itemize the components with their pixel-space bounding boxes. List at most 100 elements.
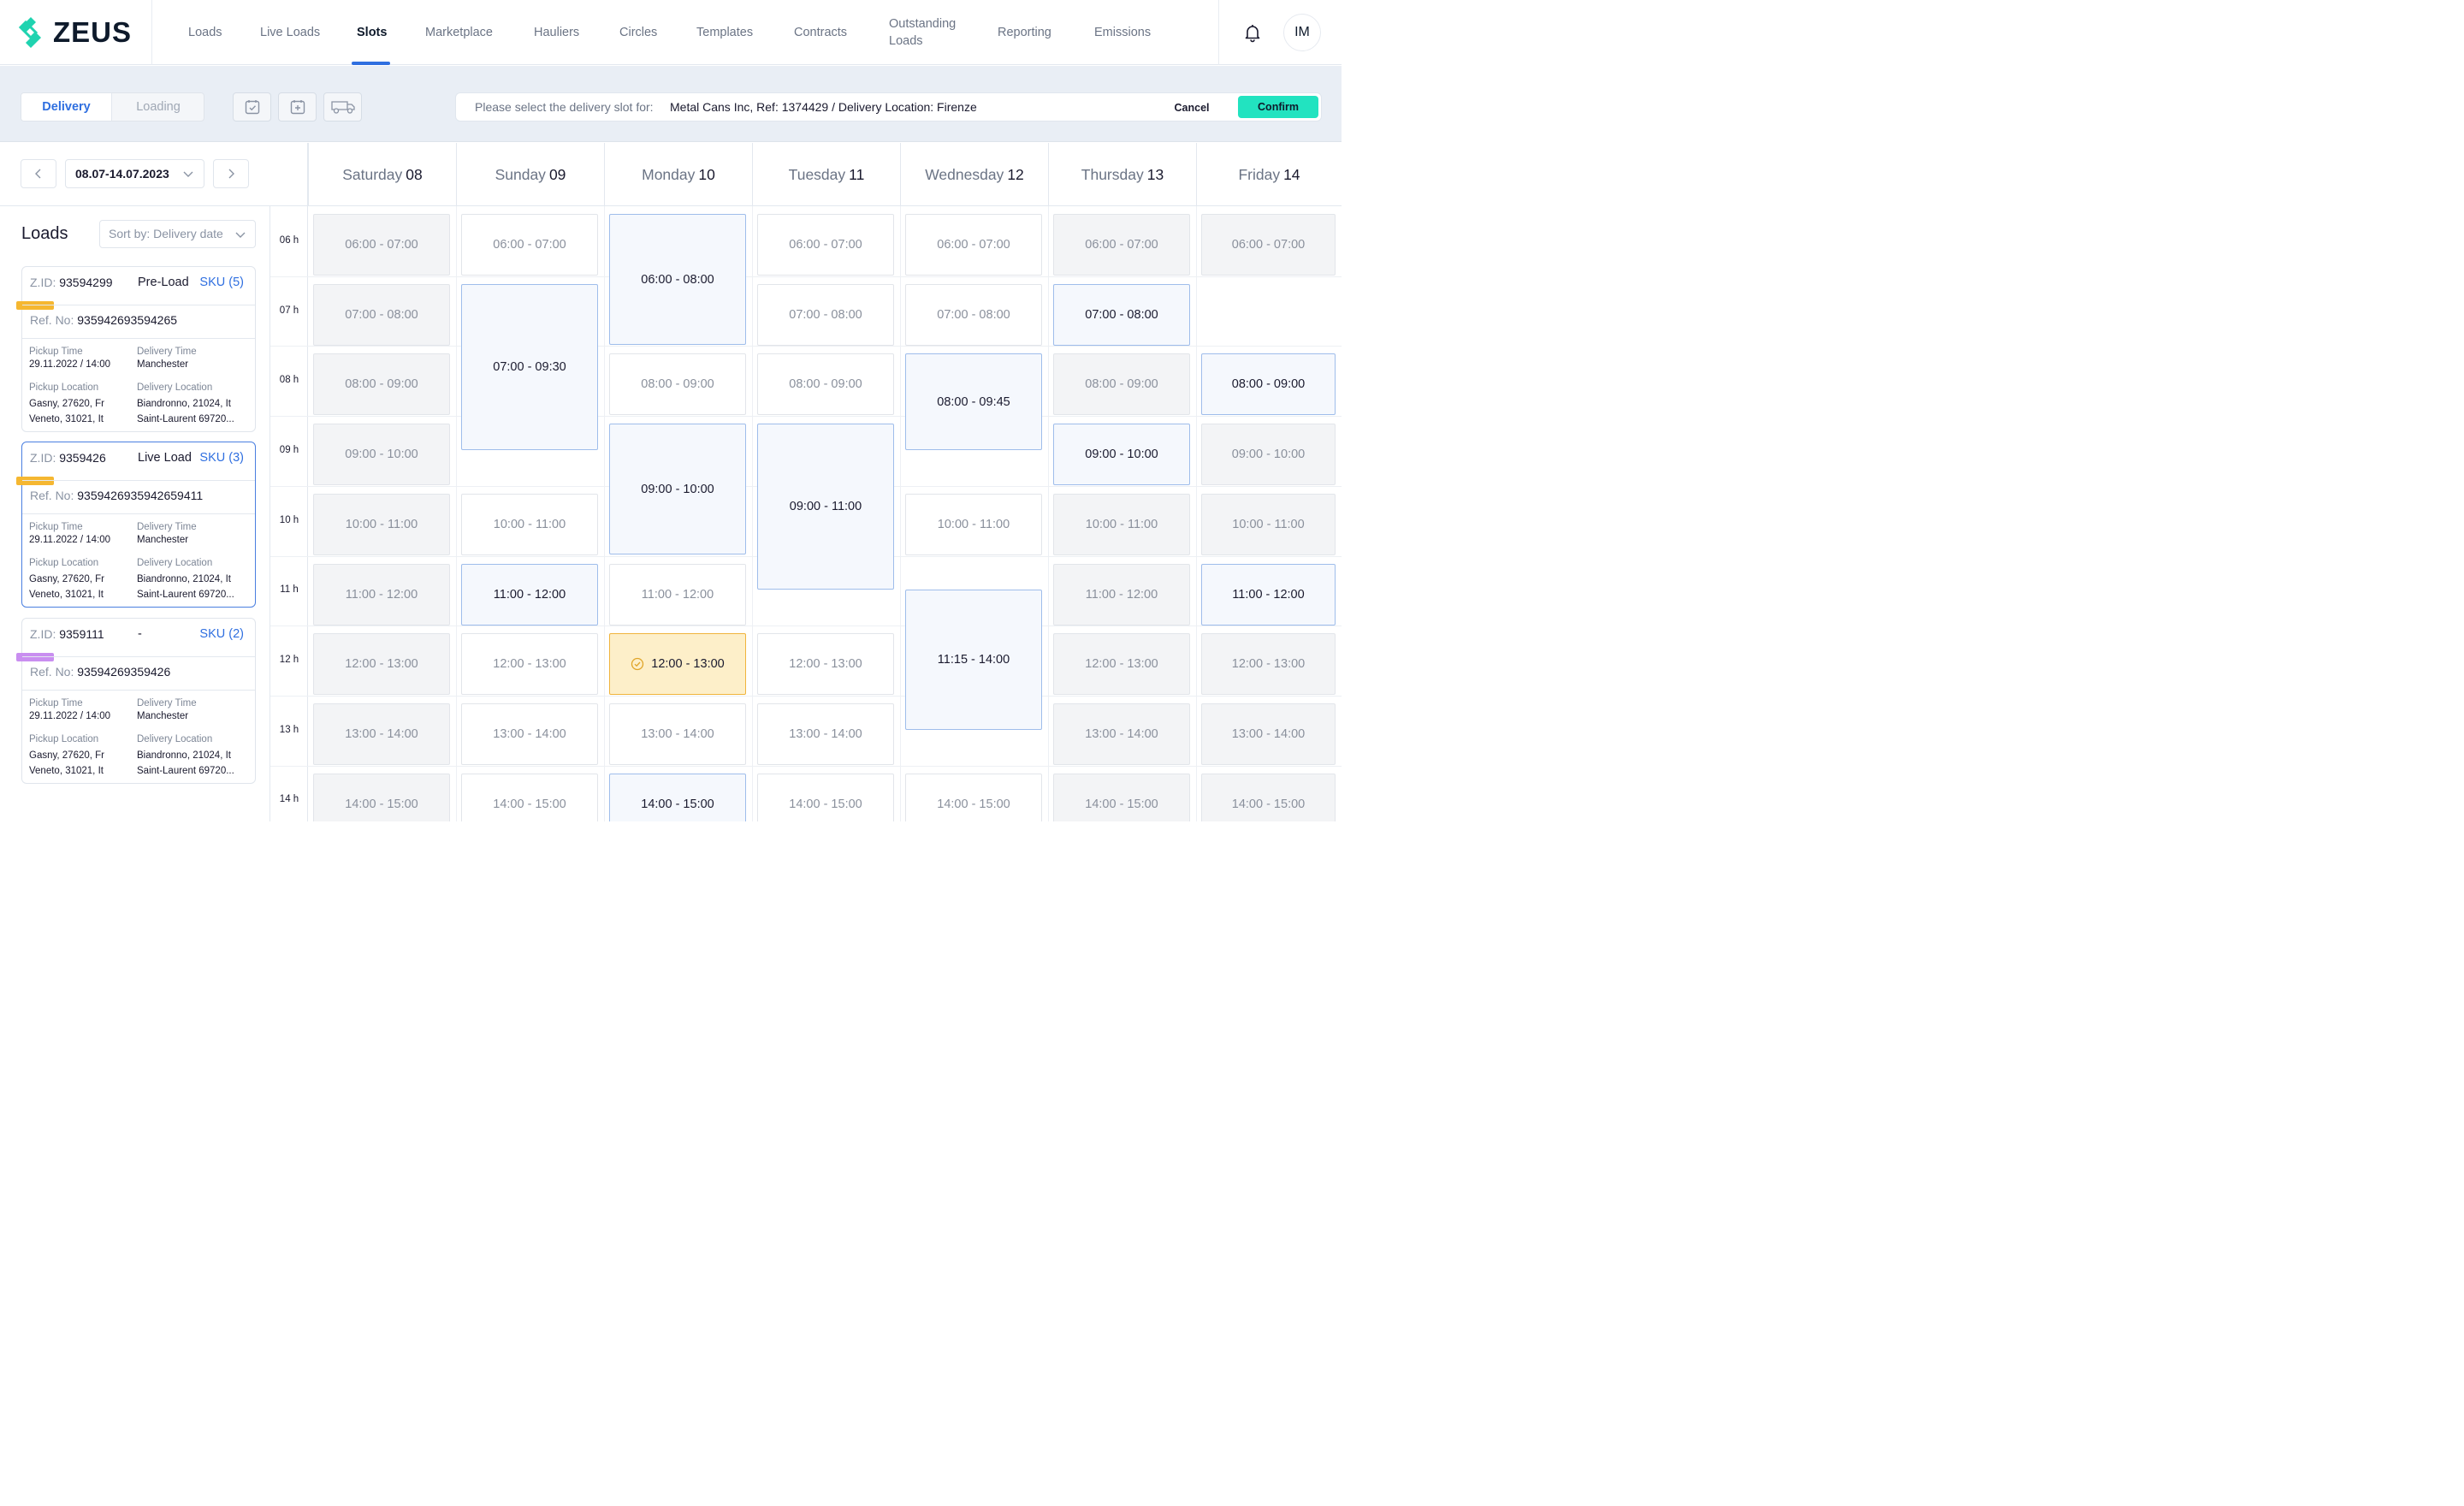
time-slot-label: 06:00 - 07:00: [789, 238, 862, 252]
sku-link[interactable]: SKU (2): [199, 627, 244, 641]
time-slot[interactable]: 13:00 - 14:00: [461, 703, 598, 765]
calendar-add-button[interactable]: [278, 92, 317, 122]
hour-label: 13 h: [279, 725, 299, 735]
delivery-location-line2: Saint-Laurent 69720...: [137, 590, 234, 600]
time-slot[interactable]: 11:15 - 14:00: [905, 590, 1042, 730]
time-slot[interactable]: 06:00 - 08:00: [609, 214, 746, 345]
time-slot[interactable]: 14:00 - 15:00: [905, 774, 1042, 821]
cancel-button[interactable]: Cancel: [1174, 102, 1210, 114]
time-slot[interactable]: 11:00 - 12:00: [461, 564, 598, 626]
load-card[interactable]: Z.ID: 9359111 - SKU (2) Ref. No: 9359426935…: [16, 618, 256, 784]
time-slot[interactable]: 06:00 - 07:00: [905, 214, 1042, 276]
time-slot[interactable]: 07:00 - 08:00: [757, 284, 894, 346]
nav-outstanding-loads[interactable]: Outstanding Loads: [889, 17, 957, 48]
time-slot[interactable]: 11:00 - 12:00: [1201, 564, 1336, 626]
time-slot[interactable]: 13:00 - 14:00: [609, 703, 746, 765]
time-slot[interactable]: 09:00 - 10:00: [609, 424, 746, 554]
nav-contracts[interactable]: Contracts: [794, 26, 848, 39]
time-slot-label: 12:00 - 13:00: [789, 657, 862, 671]
time-slot[interactable]: 11:00 - 12:00: [609, 564, 746, 626]
time-slot[interactable]: 12:00 - 13:00: [461, 633, 598, 695]
next-week-button[interactable]: [213, 159, 249, 188]
load-card[interactable]: Z.ID: 9359426 Live Load SKU (3) Ref. No: 93…: [16, 442, 256, 608]
time-slot: 06:00 - 07:00: [1201, 214, 1336, 276]
delivery-location-line2: Saint-Laurent 69720...: [137, 766, 234, 776]
time-slot-label: 12:00 - 13:00: [345, 657, 418, 671]
day-header-wednesday: Wednesday 12: [900, 143, 1048, 206]
check-circle-icon: [631, 657, 644, 671]
time-slot[interactable]: 10:00 - 11:00: [461, 494, 598, 555]
time-slot[interactable]: 07:00 - 08:00: [905, 284, 1042, 346]
time-slot[interactable]: 10:00 - 11:00: [905, 494, 1042, 555]
tab-delivery[interactable]: Delivery: [21, 93, 112, 121]
nav-templates[interactable]: Templates: [696, 26, 754, 39]
sort-select[interactable]: Sort by: Delivery date: [99, 220, 256, 248]
time-slot-label: 08:00 - 09:00: [1231, 377, 1306, 391]
logo[interactable]: ZEUS: [0, 0, 152, 65]
load-type: Live Load: [138, 451, 192, 465]
chevron-down-icon: [235, 232, 246, 238]
nav-loads[interactable]: Loads: [188, 26, 222, 39]
time-slot[interactable]: 09:00 - 10:00: [1053, 424, 1190, 485]
nav-reporting[interactable]: Reporting: [998, 26, 1051, 39]
nav-slots[interactable]: Slots: [357, 26, 388, 39]
previous-week-button[interactable]: [21, 159, 56, 188]
time-slot[interactable]: 14:00 - 15:00: [461, 774, 598, 821]
load-zid: Z.ID: 9359111: [30, 627, 104, 641]
day-gridline: [1048, 206, 1049, 821]
time-slot[interactable]: 12:00 - 13:00: [757, 633, 894, 695]
time-slot: 12:00 - 13:00: [313, 633, 450, 695]
delivery-loading-toggle: Delivery Loading: [21, 92, 204, 122]
hour-gridline: [270, 276, 1342, 277]
tab-loading[interactable]: Loading: [136, 100, 181, 114]
chevron-down-icon: [183, 171, 193, 177]
time-slot[interactable]: 07:00 - 08:00: [1053, 284, 1190, 346]
time-slot[interactable]: 09:00 - 11:00: [757, 424, 894, 590]
day-gridline: [1196, 206, 1197, 821]
nav-circles[interactable]: Circles: [619, 26, 658, 39]
time-slot[interactable]: 14:00 - 15:00: [609, 774, 746, 821]
delivery-time: Manchester: [137, 711, 189, 721]
slot-selection-bar: Please select the delivery slot for: Met…: [455, 92, 1322, 122]
date-range-select[interactable]: 08.07-14.07.2023: [65, 159, 204, 188]
time-slot[interactable]: 08:00 - 09:45: [905, 353, 1042, 450]
delivery-location-line1: Biandronno, 21024, It: [137, 750, 231, 761]
sort-value: Sort by: Delivery date: [109, 227, 223, 240]
time-slot: 11:00 - 12:00: [313, 564, 450, 626]
logo-icon: [18, 17, 41, 48]
time-slot[interactable]: 08:00 - 09:00: [757, 353, 894, 415]
time-slot-label: 14:00 - 15:00: [1231, 797, 1306, 811]
time-slot[interactable]: 06:00 - 07:00: [461, 214, 598, 276]
user-avatar[interactable]: IM: [1283, 14, 1321, 51]
nav-hauliers[interactable]: Hauliers: [534, 26, 580, 39]
load-card[interactable]: Z.ID: 93594299 Pre-Load SKU (5) Ref. No: 93…: [16, 266, 256, 432]
time-slot: 13:00 - 14:00: [313, 703, 450, 765]
day-number: 10: [698, 165, 715, 183]
time-slot[interactable]: 06:00 - 07:00: [757, 214, 894, 276]
bell-icon[interactable]: [1242, 22, 1263, 43]
time-slot-label: 09:00 - 10:00: [1231, 448, 1306, 461]
nav-marketplace[interactable]: Marketplace: [425, 26, 493, 39]
zid-label: Z.ID:: [30, 276, 56, 289]
nav-emissions[interactable]: Emissions: [1094, 26, 1152, 39]
time-slot-label: 14:00 - 15:00: [345, 797, 418, 811]
zid-value: 9359111: [59, 627, 104, 641]
pickup-location-label: Pickup Location: [29, 558, 99, 568]
load-reference: Ref. No: 93594269359426: [30, 665, 170, 679]
time-slot[interactable]: 08:00 - 09:00: [1201, 353, 1336, 415]
hour-label: 08 h: [279, 375, 299, 385]
time-slot[interactable]: 07:00 - 09:30: [461, 284, 598, 450]
chevron-right-icon: [228, 169, 234, 179]
sku-link[interactable]: SKU (5): [199, 276, 244, 289]
nav-live-loads[interactable]: Live Loads: [260, 26, 321, 39]
time-slot[interactable]: 12:00 - 13:00: [609, 633, 746, 695]
time-slot-label: 07:00 - 08:00: [937, 308, 1010, 322]
time-slot[interactable]: 08:00 - 09:00: [609, 353, 746, 415]
card-divider: [22, 480, 255, 481]
confirm-button[interactable]: Confirm: [1238, 96, 1318, 118]
time-slot[interactable]: 13:00 - 14:00: [757, 703, 894, 765]
calendar-check-button[interactable]: [233, 92, 271, 122]
truck-button[interactable]: [323, 92, 362, 122]
time-slot[interactable]: 14:00 - 15:00: [757, 774, 894, 821]
sku-link[interactable]: SKU (3): [199, 451, 244, 465]
